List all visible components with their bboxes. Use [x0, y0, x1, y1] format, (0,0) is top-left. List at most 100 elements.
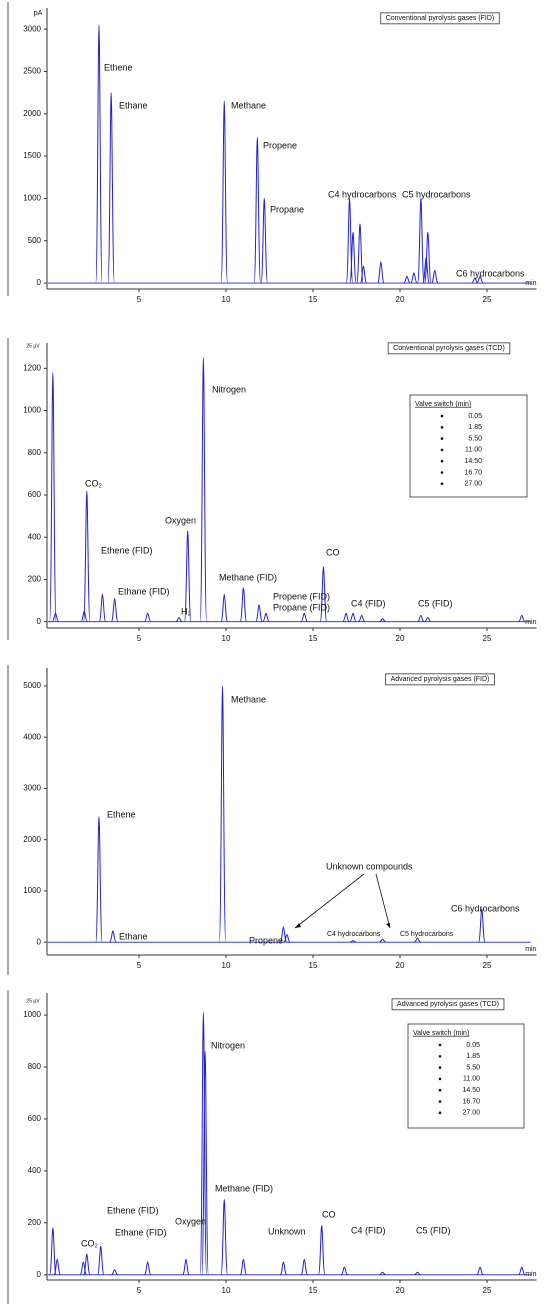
- peak: [359, 265, 368, 284]
- bullet: [440, 471, 444, 474]
- peak: [414, 937, 421, 943]
- peak: [349, 940, 357, 943]
- bullet: [440, 414, 444, 418]
- peak: [144, 1261, 152, 1276]
- annotation: Ethane: [119, 100, 148, 110]
- peak: [83, 490, 91, 623]
- x-tick-label: 15: [309, 1286, 318, 1295]
- x-tick-label: 25: [483, 295, 492, 304]
- annotation: Propene: [263, 140, 297, 150]
- x-unit: min: [525, 619, 536, 626]
- y-tick-label: 5000: [23, 681, 41, 690]
- x-tick-label: 20: [396, 961, 405, 970]
- peak: [349, 612, 357, 623]
- y-tick-label: 800: [28, 448, 42, 457]
- annotation: Unknown compounds: [326, 861, 413, 871]
- peak: [518, 614, 526, 623]
- peak: [220, 1198, 228, 1276]
- peak: [107, 92, 115, 284]
- y-tick-label: 500: [28, 236, 42, 245]
- x-unit: min: [525, 1271, 536, 1278]
- annotation: Methane (FID): [219, 572, 277, 582]
- valve-item: 1.85: [466, 1053, 480, 1060]
- bullet: [440, 437, 444, 440]
- y-tick-label: 1000: [23, 1010, 41, 1019]
- peak: [110, 597, 119, 623]
- peak: [253, 136, 262, 284]
- bullet: [440, 448, 444, 452]
- annotation: C4 (FID): [351, 1225, 386, 1235]
- peak: [144, 612, 152, 623]
- y-tick-label: 200: [28, 575, 42, 584]
- annotation: Ethane (FID): [115, 1227, 167, 1237]
- peak: [98, 593, 107, 623]
- peak: [199, 1011, 208, 1276]
- peak: [417, 614, 425, 623]
- x-unit: min: [525, 280, 536, 287]
- y-tick-label: 0: [37, 937, 42, 946]
- peak: [356, 223, 364, 284]
- y-tick-label: 0: [37, 1270, 42, 1279]
- peak: [403, 275, 411, 284]
- peak: [410, 272, 418, 284]
- x-tick-label: 10: [222, 634, 231, 643]
- y-tick-label: 1500: [23, 151, 41, 160]
- peak: [300, 612, 308, 623]
- y-tick-label: 0: [37, 278, 42, 287]
- x-tick-label: 10: [222, 295, 231, 304]
- peak: [239, 587, 248, 623]
- peak: [260, 197, 268, 284]
- x-tick-label: 5: [137, 961, 142, 970]
- annotation: Methane: [231, 694, 266, 704]
- x-tick-label: 15: [309, 961, 318, 970]
- y-tick-label: 200: [28, 1218, 42, 1227]
- peak: [95, 816, 103, 943]
- annotation: H₂: [181, 606, 191, 616]
- annotation: Propene: [249, 935, 283, 945]
- bullet: [438, 1077, 442, 1081]
- peak: [340, 1266, 348, 1276]
- title-box: [391, 998, 505, 1011]
- y-unit: 25 µV: [26, 998, 40, 1004]
- y-tick-label: 800: [28, 1062, 42, 1071]
- annotation: Unknown: [268, 1226, 306, 1236]
- x-tick-label: 20: [396, 1286, 405, 1295]
- arrow-head: [295, 923, 301, 928]
- annotation: Ethene (FID): [101, 545, 153, 555]
- peak: [414, 1271, 421, 1276]
- peak: [184, 530, 192, 623]
- y-tick-label: 1200: [23, 363, 41, 372]
- peak: [318, 1224, 326, 1276]
- annotation: Propane (FID): [273, 602, 330, 612]
- y-tick-label: 2000: [23, 109, 41, 118]
- annotation: Ethene: [107, 809, 136, 819]
- peak: [424, 231, 432, 284]
- peak: [220, 593, 228, 623]
- peak: [53, 1258, 61, 1276]
- bullet: [438, 1100, 442, 1103]
- valve-item: 0.05: [466, 1042, 480, 1049]
- y-tick-label: 400: [28, 1166, 42, 1175]
- arrow: [294, 873, 365, 929]
- peak: [431, 269, 439, 284]
- arrow: [375, 873, 391, 929]
- peak: [518, 1266, 526, 1276]
- title-box: [380, 12, 500, 25]
- peak: [52, 612, 59, 623]
- x-tick-label: 10: [222, 961, 231, 970]
- annotation: C5 (FID): [416, 1225, 451, 1235]
- bullet: [440, 426, 444, 429]
- x-tick-label: 5: [137, 634, 142, 643]
- annotation: Propane: [270, 204, 304, 214]
- bullet: [438, 1043, 442, 1047]
- peak: [79, 1261, 88, 1276]
- valve-item: 16.70: [464, 469, 482, 476]
- bullet: [438, 1111, 442, 1115]
- annotation: C4 hydrocarbons: [327, 931, 381, 938]
- annotation: CO: [322, 1209, 336, 1219]
- valve-title: Valve switch (min): [413, 1030, 469, 1037]
- peak: [417, 197, 425, 284]
- valve-item: 5.50: [466, 1064, 480, 1071]
- annotation: Propene (FID): [273, 591, 330, 601]
